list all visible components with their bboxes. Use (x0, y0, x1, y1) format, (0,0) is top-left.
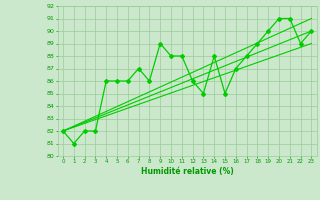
X-axis label: Humidité relative (%): Humidité relative (%) (141, 167, 234, 176)
